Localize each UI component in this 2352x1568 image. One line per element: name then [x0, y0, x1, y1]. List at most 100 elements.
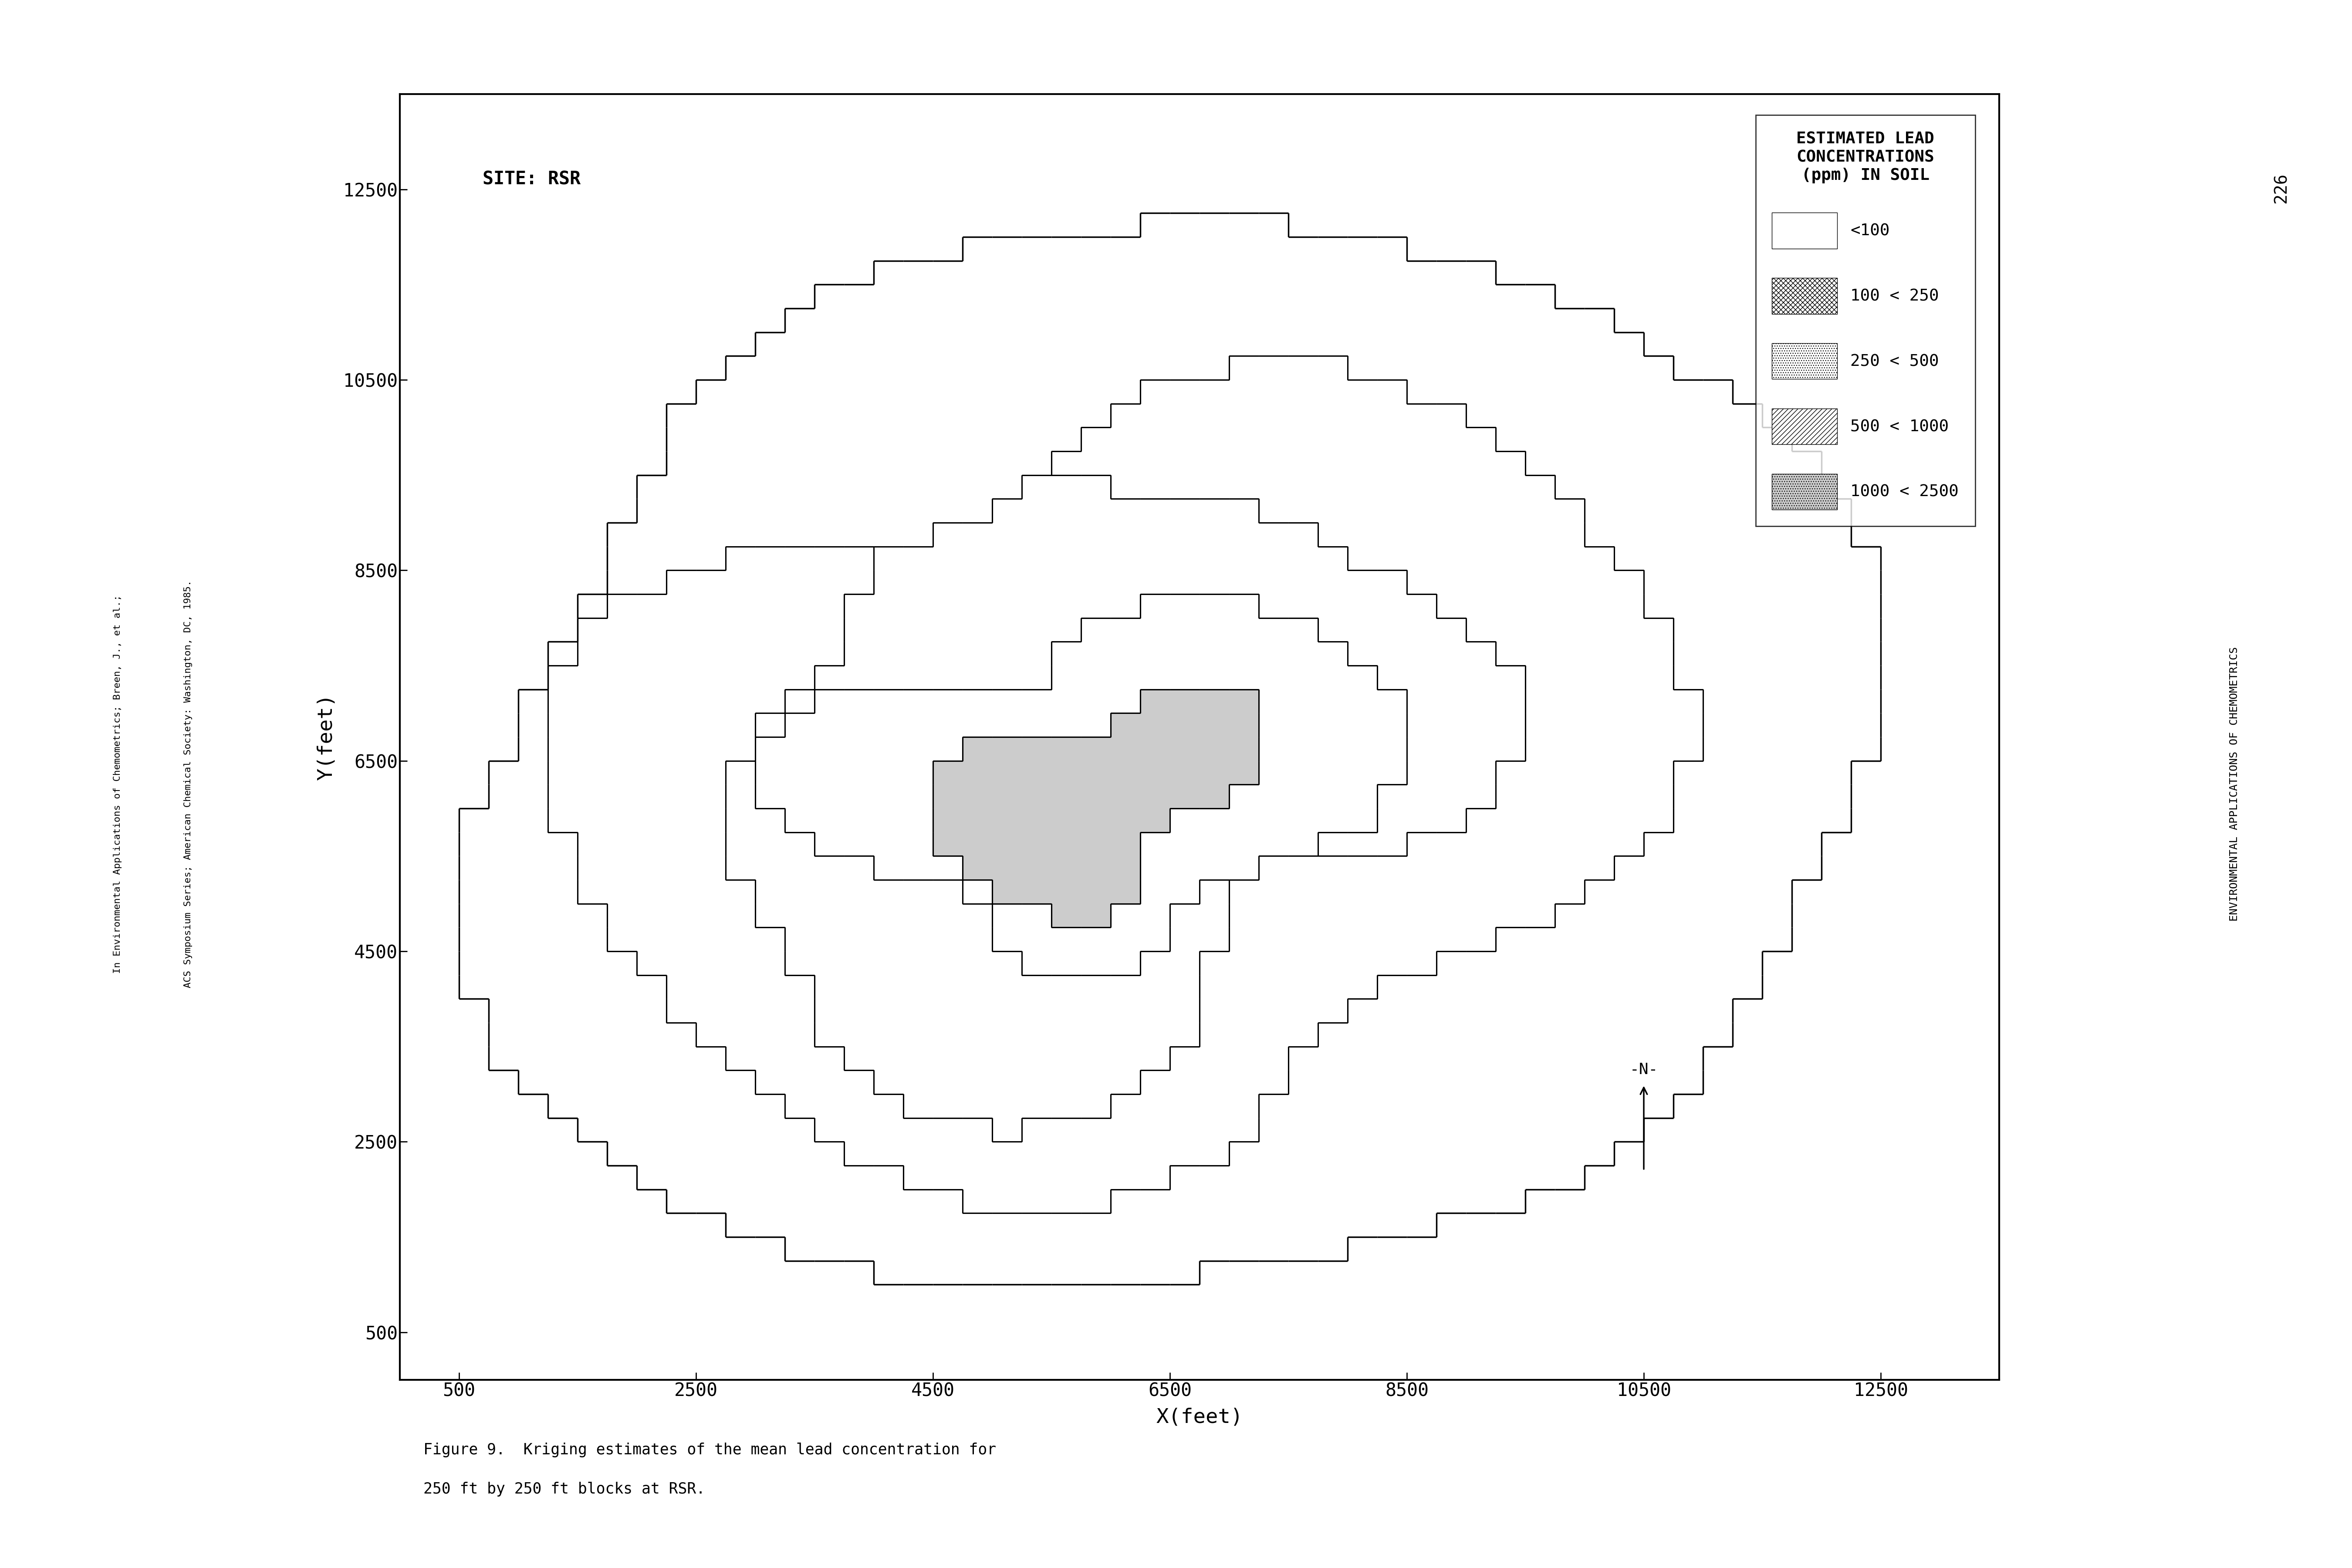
Bar [1317, 594, 1348, 618]
Bar [1406, 1094, 1437, 1118]
Bar [903, 571, 934, 594]
Bar [666, 499, 696, 522]
Bar [1703, 856, 1733, 880]
Bar [1378, 475, 1406, 499]
Bar [1851, 571, 1882, 594]
Bar [1348, 737, 1378, 760]
Bar [844, 737, 873, 760]
Bar [1585, 690, 1613, 713]
Bar [1496, 1118, 1526, 1142]
Bar [814, 999, 844, 1022]
Bar [934, 1261, 962, 1284]
Bar [844, 833, 873, 856]
Bar [1110, 1142, 1141, 1165]
Bar [1644, 952, 1672, 975]
Bar [727, 975, 755, 999]
Bar [607, 975, 637, 999]
Bar [903, 1142, 934, 1165]
Bar [903, 1261, 934, 1284]
Bar [1644, 737, 1672, 760]
Bar [814, 927, 844, 952]
Bar [1465, 690, 1496, 713]
Bar [1703, 403, 1733, 428]
Bar [1110, 1165, 1141, 1190]
Bar [1169, 237, 1200, 260]
Bar [1289, 784, 1317, 809]
Bar [1406, 641, 1437, 665]
Bar [1051, 690, 1082, 713]
Bar [696, 690, 727, 713]
Bar [1258, 522, 1289, 547]
Bar [993, 1165, 1021, 1190]
Bar [1051, 594, 1082, 618]
Bar [579, 618, 607, 641]
Bar [934, 1022, 962, 1046]
Bar [1230, 1190, 1258, 1214]
Bar [727, 475, 755, 499]
Bar [637, 809, 666, 833]
Bar [1289, 833, 1317, 856]
Bar [1169, 260, 1200, 284]
Bar [727, 784, 755, 809]
Bar [1555, 737, 1585, 760]
Bar [1465, 475, 1496, 499]
Bar [1141, 856, 1169, 880]
Bar [873, 475, 903, 499]
Bar [1820, 784, 1851, 809]
Bar [1703, 379, 1733, 403]
Bar [1141, 403, 1169, 428]
Bar [1851, 713, 1882, 737]
Bar [1230, 237, 1258, 260]
Bar [1051, 452, 1082, 475]
Bar [814, 809, 844, 833]
Bar [727, 927, 755, 952]
Bar [727, 522, 755, 547]
Bar [1169, 594, 1200, 618]
Bar [1672, 880, 1703, 903]
Bar [1703, 618, 1733, 641]
Bar [1672, 1046, 1703, 1071]
Bar [1792, 618, 1820, 641]
Bar [934, 760, 962, 784]
Bar [607, 571, 637, 594]
Bar [1258, 356, 1289, 379]
Bar [637, 690, 666, 713]
Bar [873, 379, 903, 403]
Bar [1021, 428, 1051, 452]
Bar [1141, 1165, 1169, 1190]
Bar [579, 999, 607, 1022]
Bar [786, 760, 814, 784]
Bar [1644, 927, 1672, 952]
Bar [1051, 1094, 1082, 1118]
Bar [934, 809, 962, 833]
Bar [1613, 665, 1644, 690]
Bar [1378, 784, 1406, 809]
Bar [1110, 379, 1141, 403]
Bar [637, 499, 666, 522]
Bar [1348, 1022, 1378, 1046]
Bar [786, 1094, 814, 1118]
Bar [1230, 571, 1258, 594]
Bar [1406, 690, 1437, 713]
Bar [1555, 1165, 1585, 1190]
Bar [1585, 737, 1613, 760]
Bar [993, 309, 1021, 332]
Bar [1406, 1046, 1437, 1071]
Bar [1258, 379, 1289, 403]
Bar [1465, 499, 1496, 522]
Bar [517, 1022, 548, 1046]
Bar [1496, 952, 1526, 975]
Bar [517, 1071, 548, 1094]
Bar [1110, 665, 1141, 690]
Bar [1526, 999, 1555, 1022]
Bar [1051, 618, 1082, 641]
Bar [1258, 1071, 1289, 1094]
Bar [1585, 1022, 1613, 1046]
Bar [1258, 737, 1289, 760]
Bar [1289, 665, 1317, 690]
Bar [1672, 499, 1703, 522]
Bar [1230, 379, 1258, 403]
Bar [1526, 332, 1555, 356]
Bar [579, 594, 607, 618]
Bar [1051, 309, 1082, 332]
